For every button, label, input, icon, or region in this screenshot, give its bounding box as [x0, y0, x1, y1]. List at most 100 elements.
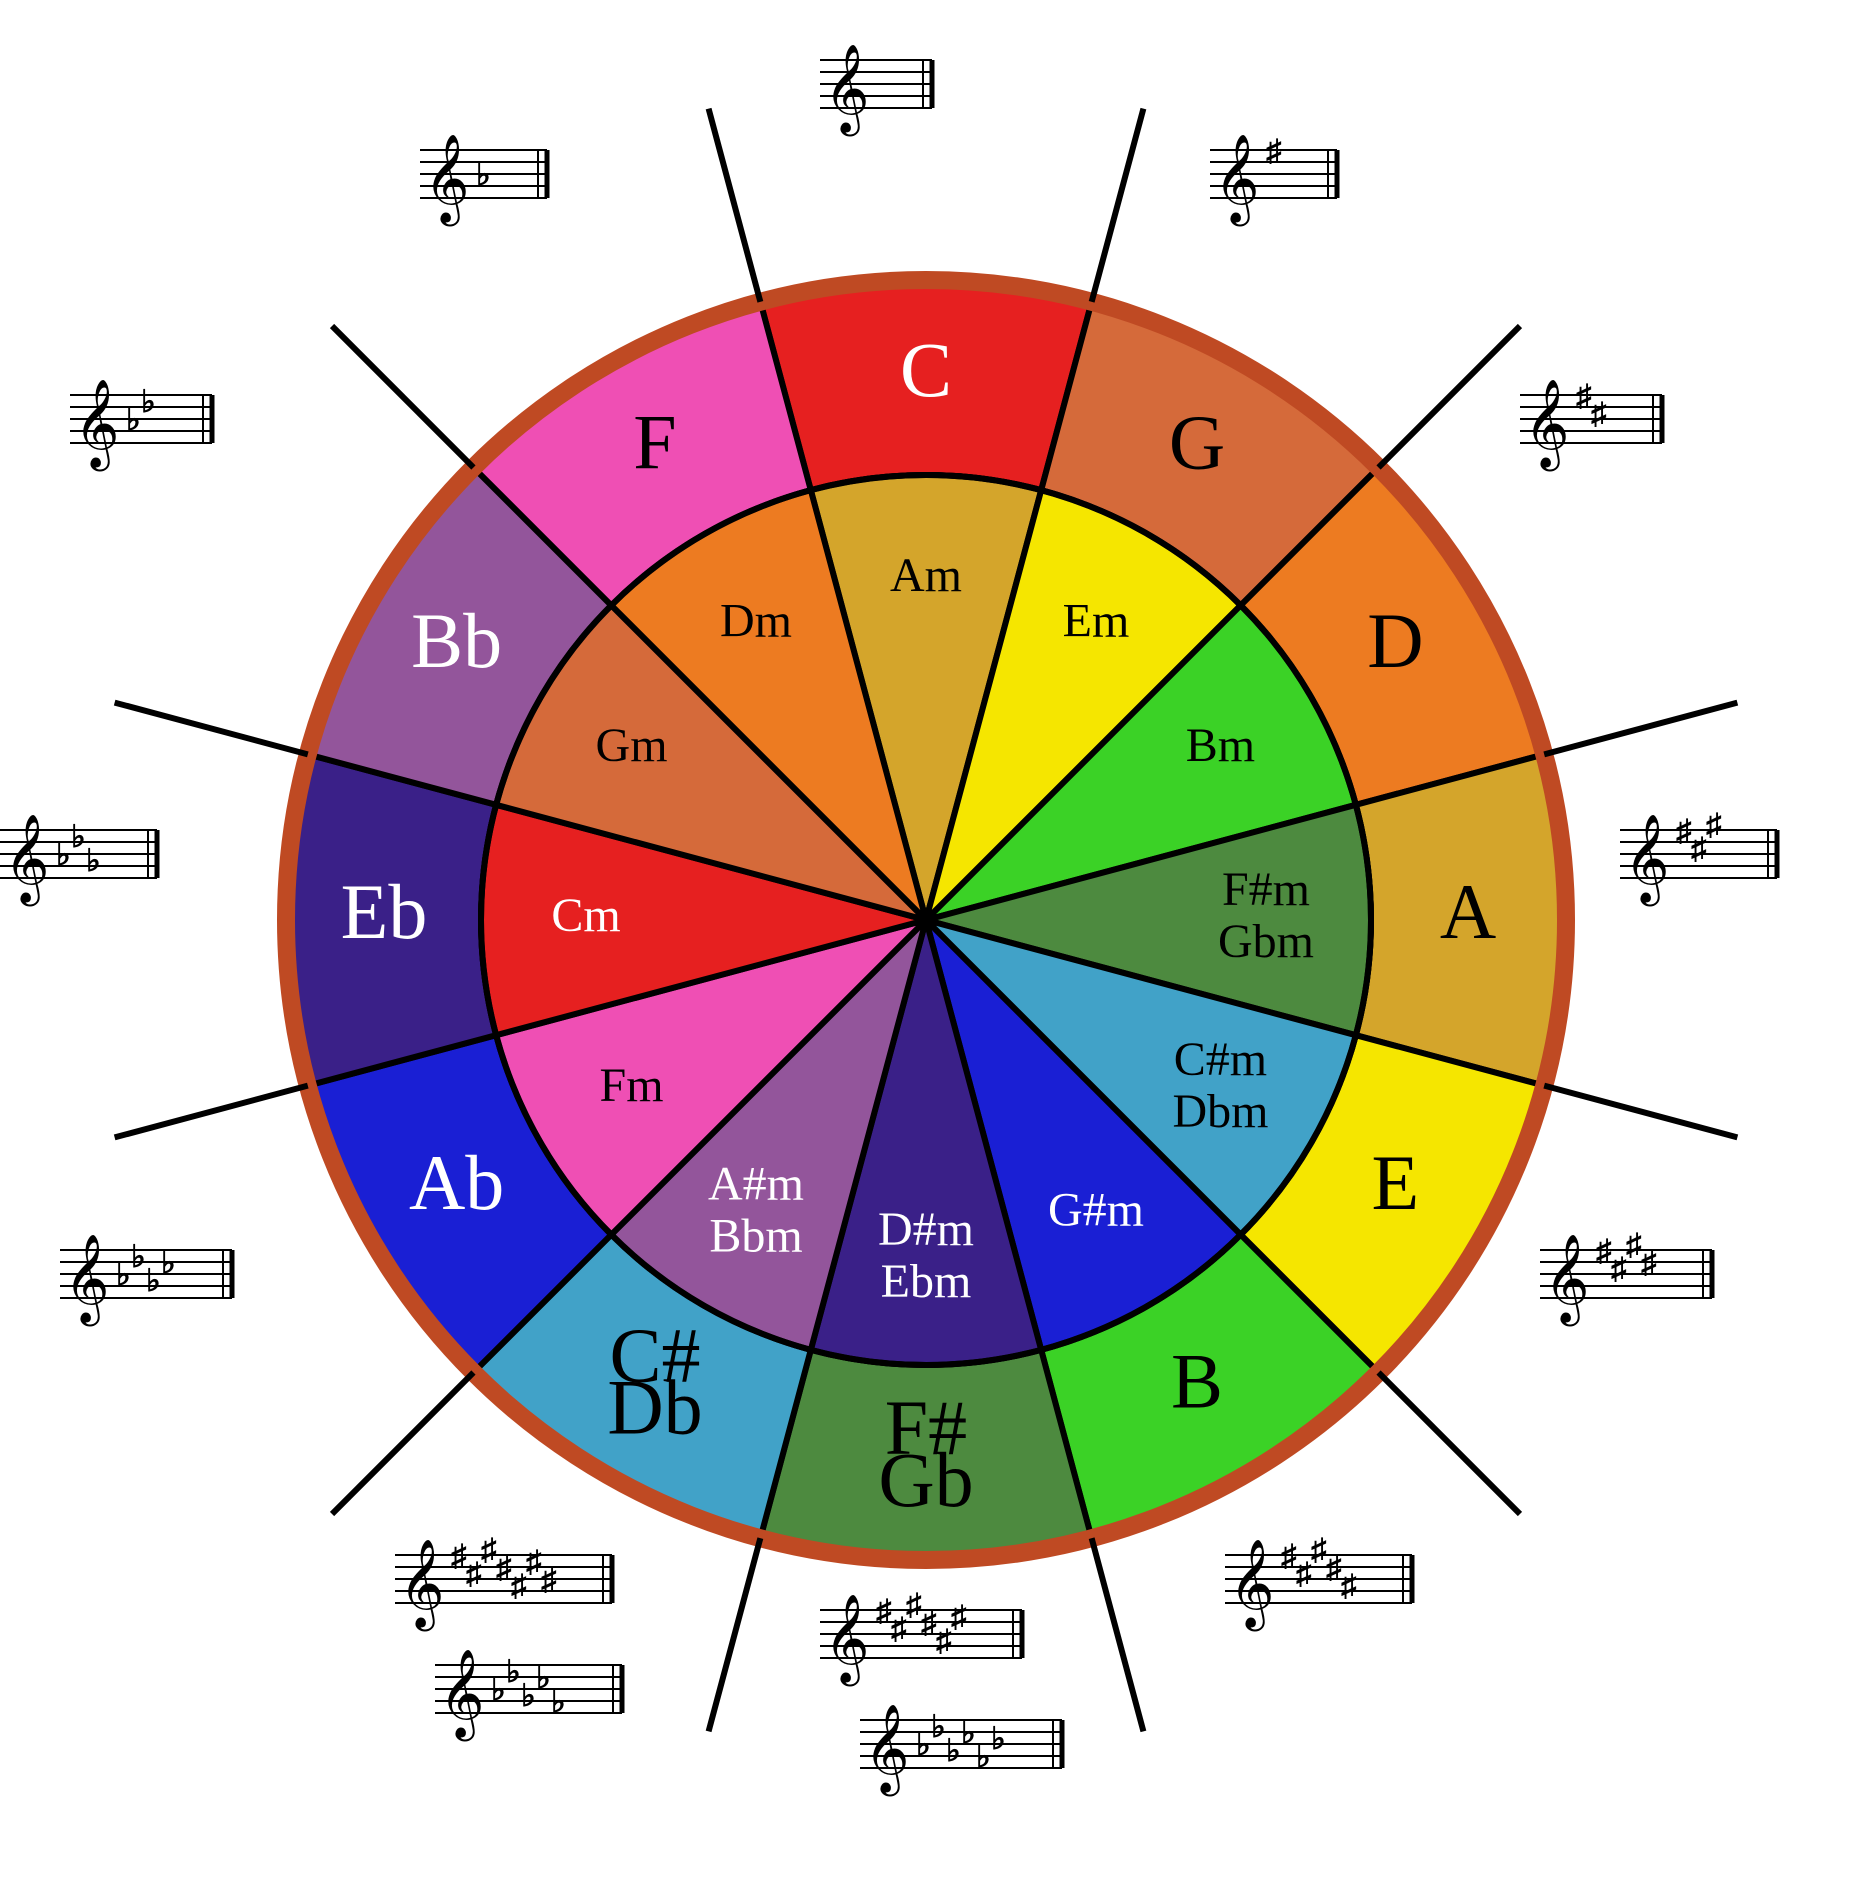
sharp-icon: ♯	[951, 1599, 967, 1634]
minor-label: Fm	[600, 1059, 664, 1112]
key-signature: 𝄞♯♯♯♯	[1540, 1227, 1712, 1326]
sharp-icon: ♯	[1626, 1227, 1642, 1262]
key-signature: 𝄞♭♭♭	[0, 814, 157, 906]
spoke	[332, 1373, 473, 1514]
flat-icon: ♭	[931, 1709, 946, 1744]
flat-icon: ♭	[146, 1263, 161, 1298]
major-label: Eb	[341, 868, 428, 955]
flat-icon: ♭	[131, 1239, 146, 1274]
major-label: E	[1372, 1139, 1420, 1226]
spoke	[709, 1538, 761, 1731]
sharp-icon: ♯	[481, 1532, 497, 1567]
flat-icon: ♭	[491, 1672, 506, 1707]
key-signature: 𝄞♭♭♭♭♭♭	[860, 1704, 1062, 1796]
flat-icon: ♭	[506, 1654, 521, 1689]
minor-label: Bm	[1186, 719, 1255, 772]
spoke	[115, 1086, 308, 1138]
key-signature: 𝄞♭♭♭♭♭	[435, 1649, 622, 1741]
key-signature: 𝄞♯♯♯♯♯	[1225, 1532, 1412, 1631]
spoke	[1544, 1086, 1737, 1138]
treble-clef-icon: 𝄞	[1214, 134, 1259, 226]
key-signature: 𝄞	[820, 44, 932, 136]
sharp-icon: ♯	[906, 1587, 922, 1622]
spoke	[1379, 326, 1520, 467]
flat-icon: ♭	[126, 402, 141, 437]
minor-label: G#m	[1048, 1183, 1144, 1236]
major-label: Db	[607, 1363, 702, 1450]
key-signature: 𝄞♯♯♯♯♯♯	[820, 1587, 1022, 1686]
sharp-icon: ♯	[1591, 396, 1607, 431]
sharp-icon: ♯	[1296, 1556, 1312, 1591]
minor-label: Em	[1063, 595, 1130, 648]
treble-clef-icon: 𝄞	[1524, 379, 1569, 471]
major-label: Ab	[409, 1139, 504, 1226]
sharp-icon: ♯	[541, 1562, 557, 1597]
major-label: F	[633, 399, 676, 486]
key-signature: 𝄞♭	[420, 134, 547, 226]
key-signature: 𝄞♭♭♭♭	[60, 1234, 232, 1326]
sharp-icon: ♯	[1641, 1245, 1657, 1280]
flat-icon: ♭	[71, 819, 86, 854]
key-signature: 𝄞♯♯♯♯♯♯♯	[395, 1532, 612, 1631]
key-signature: 𝄞♭♭	[70, 379, 212, 471]
major-label: B	[1171, 1337, 1223, 1424]
flat-icon: ♭	[551, 1684, 566, 1719]
treble-clef-icon: 𝄞	[4, 814, 49, 906]
sharp-icon: ♯	[876, 1593, 892, 1628]
major-label: G	[1169, 399, 1225, 486]
minor-label: Bbm	[709, 1209, 802, 1262]
sharp-icon: ♯	[1706, 807, 1722, 842]
flat-icon: ♭	[86, 843, 101, 878]
key-signature: 𝄞♯	[1210, 133, 1337, 226]
major-label: A	[1440, 868, 1496, 955]
sharp-icon: ♯	[451, 1538, 467, 1573]
spoke	[332, 326, 473, 467]
treble-clef-icon: 𝄞	[439, 1649, 484, 1741]
flat-icon: ♭	[476, 157, 491, 192]
flat-icon: ♭	[141, 384, 156, 419]
sharp-icon: ♯	[921, 1605, 937, 1640]
sharp-icon: ♯	[511, 1568, 527, 1603]
major-label: C	[900, 326, 952, 413]
sharp-icon: ♯	[1576, 378, 1592, 413]
treble-clef-icon: 𝄞	[1544, 1234, 1589, 1326]
flat-icon: ♭	[916, 1727, 931, 1762]
sharp-icon: ♯	[1311, 1532, 1327, 1567]
treble-clef-icon: 𝄞	[424, 134, 469, 226]
key-signature: 𝄞♯♯	[1520, 378, 1662, 471]
sharp-icon: ♯	[496, 1550, 512, 1585]
flat-icon: ♭	[976, 1739, 991, 1774]
sharp-icon: ♯	[1281, 1538, 1297, 1573]
treble-clef-icon: 𝄞	[74, 379, 119, 471]
flat-icon: ♭	[991, 1721, 1006, 1756]
sharp-icon: ♯	[1596, 1233, 1612, 1268]
sharp-icon: ♯	[1611, 1251, 1627, 1286]
key-signature: 𝄞♯♯♯	[1620, 807, 1777, 906]
major-label: D	[1367, 597, 1423, 684]
treble-clef-icon: 𝄞	[64, 1234, 109, 1326]
sharp-icon: ♯	[1691, 831, 1707, 866]
minor-label: Cm	[551, 889, 620, 942]
sharp-icon: ♯	[1326, 1550, 1342, 1585]
sharp-icon: ♯	[1341, 1568, 1357, 1603]
treble-clef-icon: 𝄞	[864, 1704, 909, 1796]
minor-label: C#m	[1174, 1033, 1267, 1086]
spoke	[1379, 1373, 1520, 1514]
major-label: Gb	[878, 1436, 973, 1523]
minor-label: D#m	[878, 1203, 974, 1256]
major-label: Bb	[411, 597, 502, 684]
sharp-icon: ♯	[526, 1544, 542, 1579]
sharp-icon: ♯	[466, 1556, 482, 1591]
flat-icon: ♭	[961, 1715, 976, 1750]
sharp-icon: ♯	[1676, 813, 1692, 848]
sharp-icon: ♯	[891, 1611, 907, 1646]
spoke	[709, 109, 761, 302]
minor-label: F#m	[1222, 863, 1310, 916]
flat-icon: ♭	[521, 1678, 536, 1713]
minor-label: Ebm	[881, 1255, 972, 1308]
minor-label: A#m	[708, 1157, 804, 1210]
spoke	[1544, 703, 1737, 755]
minor-label: Dbm	[1172, 1085, 1268, 1138]
treble-clef-icon: 𝄞	[824, 1594, 869, 1686]
spoke	[1092, 109, 1144, 302]
